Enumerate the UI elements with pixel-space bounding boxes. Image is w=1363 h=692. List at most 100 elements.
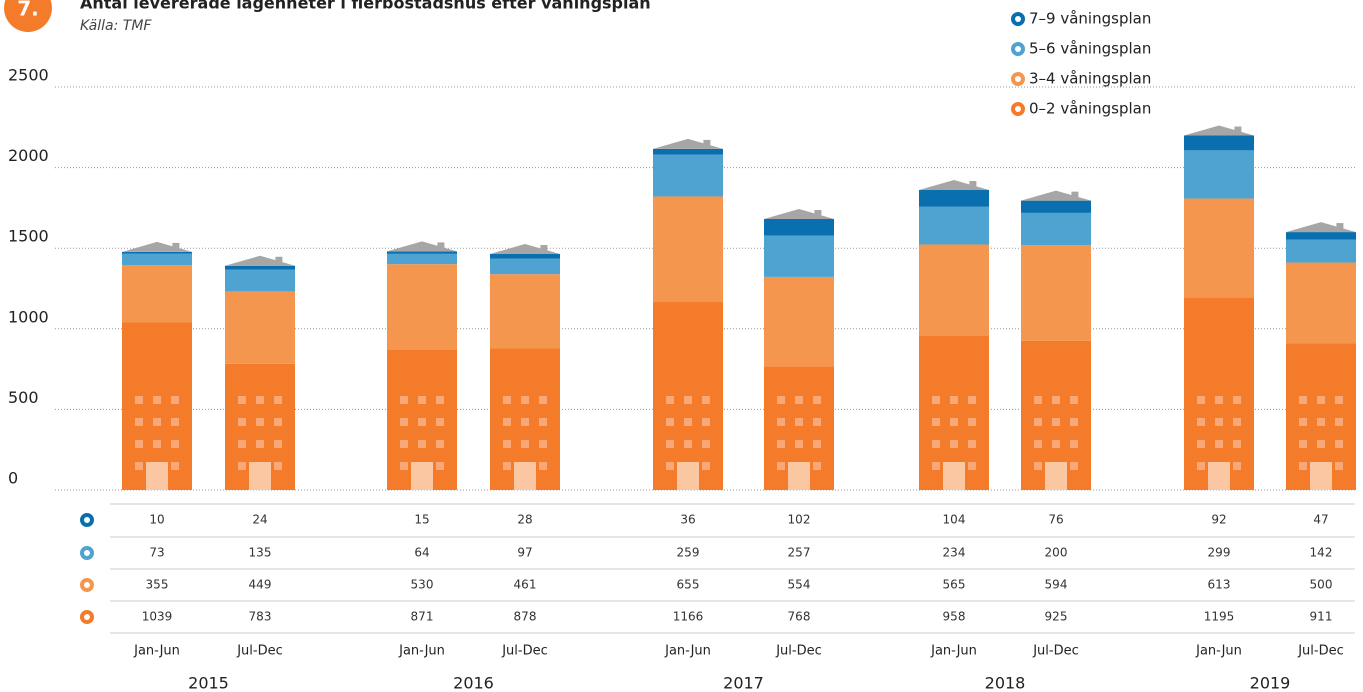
roof [490, 244, 560, 254]
year-label: 2015 [188, 674, 229, 692]
window [521, 440, 529, 448]
window [274, 418, 282, 426]
window [702, 418, 710, 426]
y-tick-label: 500 [8, 388, 39, 407]
window [1197, 418, 1205, 426]
table-value: 28 [517, 513, 532, 527]
bar-segment [1021, 245, 1091, 341]
bar-segment [387, 251, 457, 253]
year-label: 2017 [723, 674, 764, 692]
table-value: 64 [414, 546, 429, 560]
window [932, 440, 940, 448]
y-tick-label: 2500 [8, 66, 49, 85]
bar-segment [1286, 263, 1356, 344]
table-value: 102 [788, 513, 811, 527]
chimney [540, 245, 547, 251]
legend-label: 3–4 våningsplan [1029, 70, 1151, 88]
window [171, 418, 179, 426]
window [1034, 396, 1042, 404]
roof [387, 241, 457, 251]
window [1299, 418, 1307, 426]
window [968, 440, 976, 448]
window [684, 396, 692, 404]
chimney [275, 257, 282, 263]
bar-segment [122, 252, 192, 254]
table-value: 142 [1310, 546, 1333, 560]
window [666, 440, 674, 448]
year-label: 2018 [985, 674, 1026, 692]
table-value: 47 [1313, 513, 1328, 527]
window [153, 396, 161, 404]
bar-segment [225, 266, 295, 270]
window [436, 396, 444, 404]
bar-segment [919, 190, 989, 207]
table-value: 299 [1208, 546, 1231, 560]
chimney [1071, 192, 1078, 198]
window [795, 396, 803, 404]
door [249, 462, 271, 490]
window [135, 462, 143, 470]
window [777, 418, 785, 426]
legend-label: 7–9 våningsplan [1029, 10, 1151, 28]
table-value: 10 [149, 513, 164, 527]
x-tick-label: Jul-Dec [775, 644, 822, 659]
bar-segment [122, 265, 192, 322]
row-marker [82, 612, 92, 622]
bar-segment [653, 196, 723, 302]
year-label: 2019 [1250, 674, 1291, 692]
roof [764, 209, 834, 219]
legend-label: 0–2 våningsplan [1029, 100, 1151, 118]
bar-segment [919, 207, 989, 245]
window [1335, 440, 1343, 448]
row-marker [82, 515, 92, 525]
window [1335, 396, 1343, 404]
window [777, 440, 785, 448]
window [950, 418, 958, 426]
window [702, 462, 710, 470]
bar-segment [122, 254, 192, 266]
window [1197, 462, 1205, 470]
table-value: 958 [943, 610, 966, 624]
window [1215, 418, 1223, 426]
bar-segment [653, 149, 723, 155]
y-tick-label: 2000 [8, 146, 49, 165]
door [1208, 462, 1230, 490]
door [411, 462, 433, 490]
row-marker [82, 548, 92, 558]
window [1233, 418, 1241, 426]
window [238, 418, 246, 426]
row-marker [82, 580, 92, 590]
table-value: 655 [677, 578, 700, 592]
roof [653, 139, 723, 149]
window [968, 418, 976, 426]
window [1317, 418, 1325, 426]
window [1034, 462, 1042, 470]
window [813, 396, 821, 404]
chimney [814, 210, 821, 216]
roof [1184, 126, 1254, 136]
roof [919, 180, 989, 190]
window [1197, 396, 1205, 404]
window [539, 418, 547, 426]
window [256, 418, 264, 426]
bar-segment [764, 277, 834, 366]
window [418, 418, 426, 426]
window [1070, 440, 1078, 448]
bar-segment [919, 244, 989, 335]
window [418, 396, 426, 404]
table-value: 355 [146, 578, 169, 592]
window [666, 418, 674, 426]
x-tick-label: Jan-Jun [133, 644, 180, 659]
table-value: 135 [249, 546, 272, 560]
table-value: 871 [411, 610, 434, 624]
window [436, 440, 444, 448]
window [400, 418, 408, 426]
bar-segment [764, 235, 834, 276]
bar-segment [653, 155, 723, 197]
y-tick-label: 0 [8, 469, 18, 488]
door [514, 462, 536, 490]
table-value: 783 [249, 610, 272, 624]
window [795, 418, 803, 426]
window [238, 462, 246, 470]
table-value: 500 [1310, 578, 1333, 592]
